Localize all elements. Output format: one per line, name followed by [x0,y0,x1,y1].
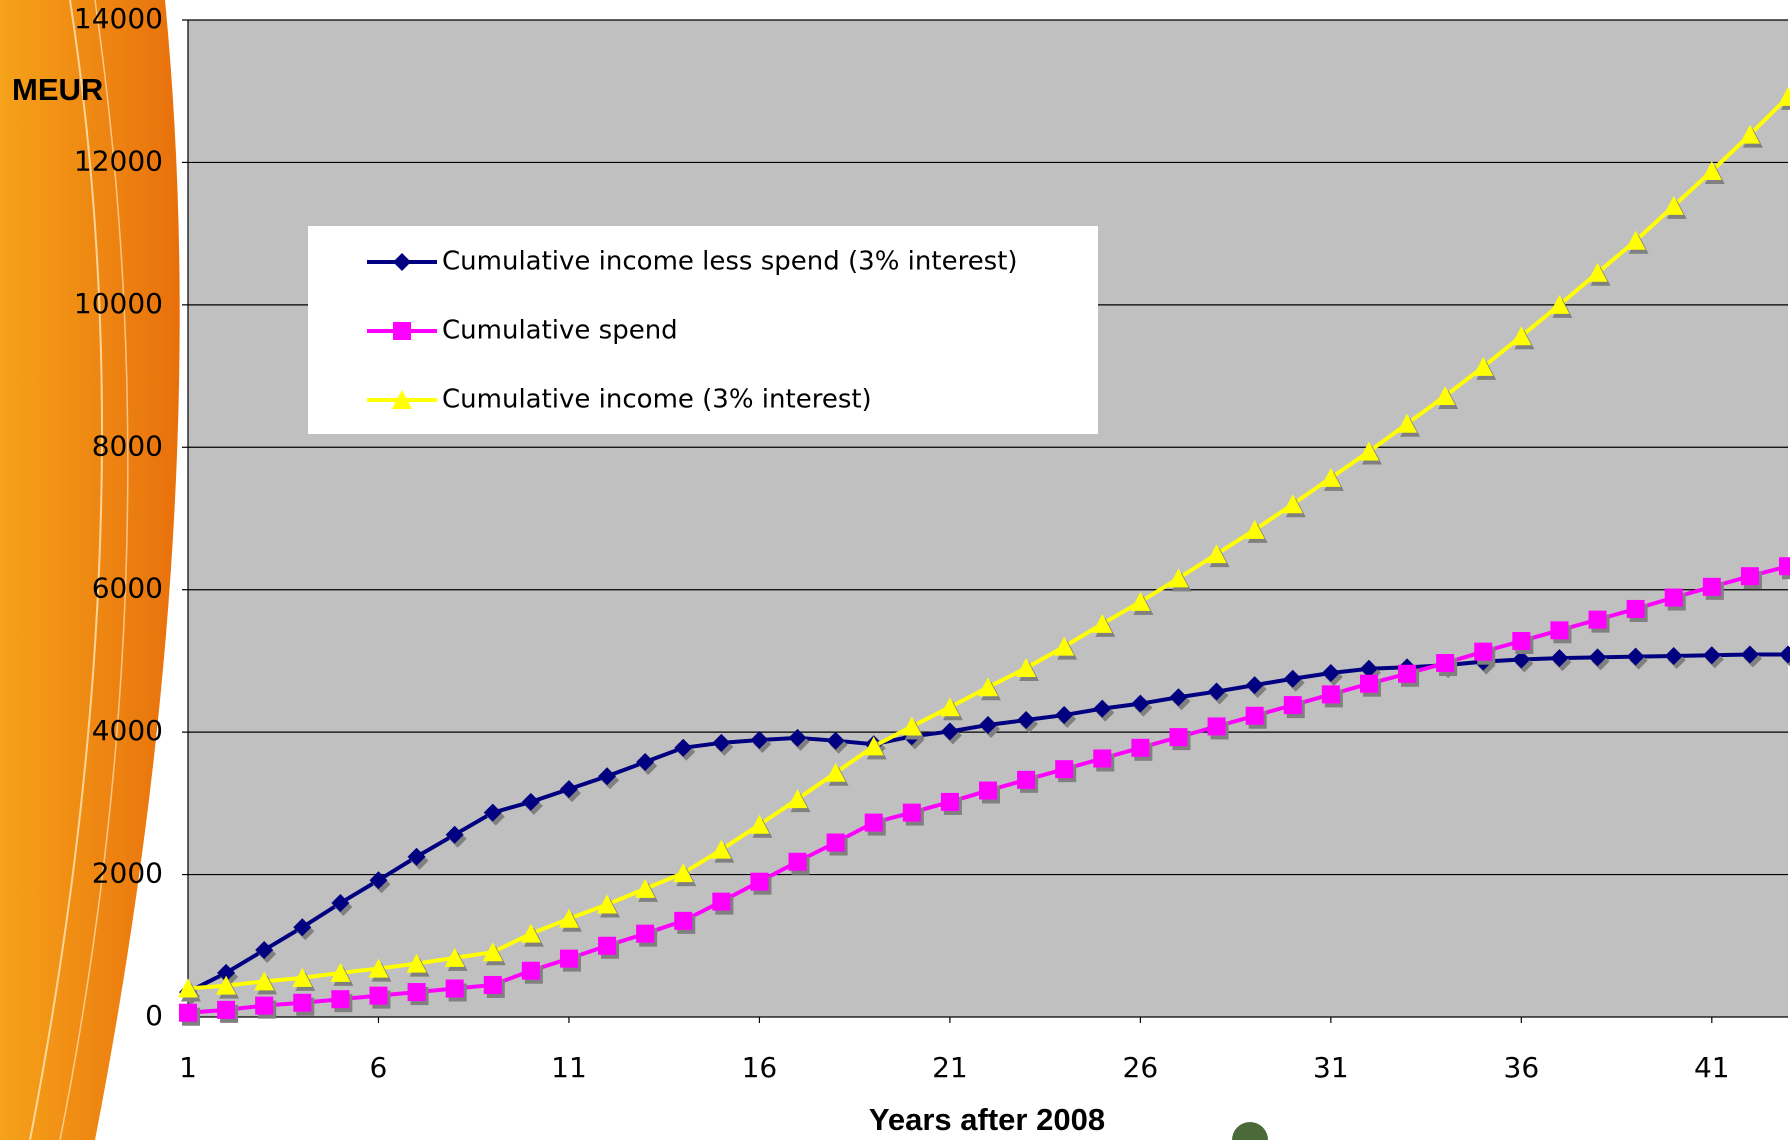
marker [1741,567,1759,585]
legend-label: Cumulative spend [442,316,678,346]
marker [712,893,730,911]
marker [393,322,411,340]
marker [522,962,540,980]
y-tick-label: 14000 [74,2,163,35]
marker [750,873,768,891]
marker [1398,665,1416,683]
marker [408,983,426,1001]
marker [1550,621,1568,639]
marker [636,925,654,943]
marker [1474,643,1492,661]
legend-label: Cumulative income (3% interest) [442,385,872,415]
marker [1360,675,1378,693]
marker [674,912,692,930]
marker [1017,771,1035,789]
x-tick-label: 41 [1694,1051,1730,1084]
legend-label: Cumulative income less spend (3% interes… [442,247,1018,277]
marker [1512,632,1530,650]
marker [1589,611,1607,629]
marker [1055,760,1073,778]
marker [865,814,883,832]
marker [484,976,502,994]
marker [1665,589,1683,607]
x-axis-title: Years after 2008 [869,1102,1105,1137]
y-axis-title: MEUR [12,72,103,107]
marker [293,994,311,1012]
marker [1131,739,1149,757]
x-tick-label: 26 [1123,1051,1159,1084]
y-tick-label: 4000 [92,714,163,747]
marker [1169,728,1187,746]
marker [598,937,616,955]
x-tick-label: 11 [551,1051,587,1084]
y-tick-label: 8000 [92,429,163,462]
marker [560,950,578,968]
y-tick-label: 0 [145,999,163,1032]
marker [1284,696,1302,714]
marker [1436,654,1454,672]
y-tick-label: 2000 [92,857,163,890]
x-tick-label: 31 [1313,1051,1349,1084]
x-tick-label: 6 [370,1051,388,1084]
y-tick-label: 12000 [74,144,163,177]
marker [446,980,464,998]
marker [903,804,921,822]
decor-logo [1232,1122,1268,1140]
marker [1246,707,1264,725]
marker [217,1001,235,1019]
chart: 0200040006000800010000120001400016111621… [0,0,1790,1140]
marker [979,782,997,800]
marker [789,853,807,871]
x-tick-label: 16 [742,1051,778,1084]
marker [1779,557,1790,575]
x-tick-label: 1 [179,1051,197,1084]
plot-area [188,20,1788,1017]
marker [369,987,387,1005]
marker [179,1004,197,1022]
y-tick-label: 6000 [92,572,163,605]
marker [1322,685,1340,703]
y-tick-label: 10000 [74,287,163,320]
marker [331,990,349,1008]
marker [1208,717,1226,735]
marker [941,793,959,811]
marker [827,834,845,852]
marker [1703,578,1721,596]
x-tick-label: 36 [1504,1051,1540,1084]
x-tick-label: 21 [932,1051,968,1084]
marker [1627,600,1645,618]
marker [255,997,273,1015]
marker [1093,749,1111,767]
